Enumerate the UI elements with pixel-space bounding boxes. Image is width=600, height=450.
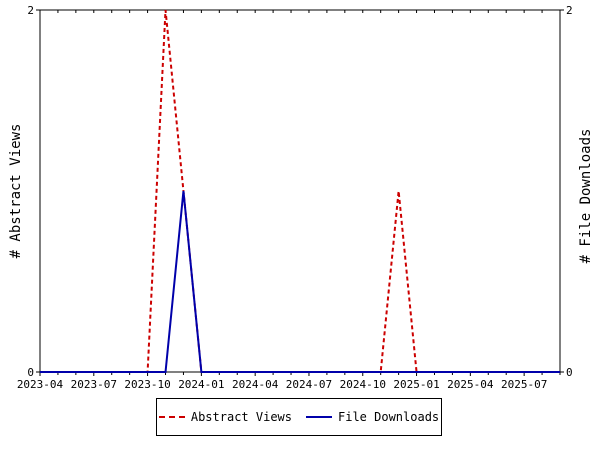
- x-tick-label: 2024-01: [178, 378, 224, 391]
- x-tick-label: 2023-07: [71, 378, 117, 391]
- x-tick-label: 2024-10: [340, 378, 386, 391]
- y-right-tick-label: 0: [566, 366, 573, 379]
- legend: Abstract Views File Downloads: [156, 398, 442, 436]
- x-tick-label: 2024-04: [232, 378, 279, 391]
- legend-item-abstract-views: Abstract Views: [158, 410, 292, 424]
- legend-swatch-abstract-views: [158, 416, 185, 418]
- x-tick-label: 2023-10: [124, 378, 170, 391]
- legend-label-file-downloads: File Downloads: [338, 410, 440, 424]
- series-line-file-downloads: [40, 190, 560, 373]
- y-axis-ticks: 0 2 0 2: [27, 4, 572, 379]
- y-left-tick-label: 2: [27, 4, 34, 17]
- y-left-axis-title: # Abstract Views: [8, 124, 24, 259]
- y-right-axis-title: # File Downloads: [578, 129, 594, 264]
- legend-item-file-downloads: File Downloads: [306, 410, 439, 424]
- x-tick-label: 2025-07: [501, 378, 547, 391]
- x-axis-tick-labels: 2023-04 2023-07 2023-10 2024-01 2024-04 2024-…: [17, 378, 547, 391]
- x-tick-label: 2025-01: [393, 378, 439, 391]
- legend-swatch-file-downloads: [306, 416, 332, 418]
- y-right-tick-label: 2: [566, 4, 573, 17]
- x-tick-label: 2024-07: [286, 378, 332, 391]
- legend-label-abstract-views: Abstract Views: [190, 410, 292, 424]
- plot-area: [39, 9, 561, 373]
- y-left-tick-label: 0: [27, 366, 34, 379]
- x-tick-label: 2023-04: [17, 378, 64, 391]
- series-layer: [40, 9, 560, 373]
- x-tick-label: 2025-04: [447, 378, 494, 391]
